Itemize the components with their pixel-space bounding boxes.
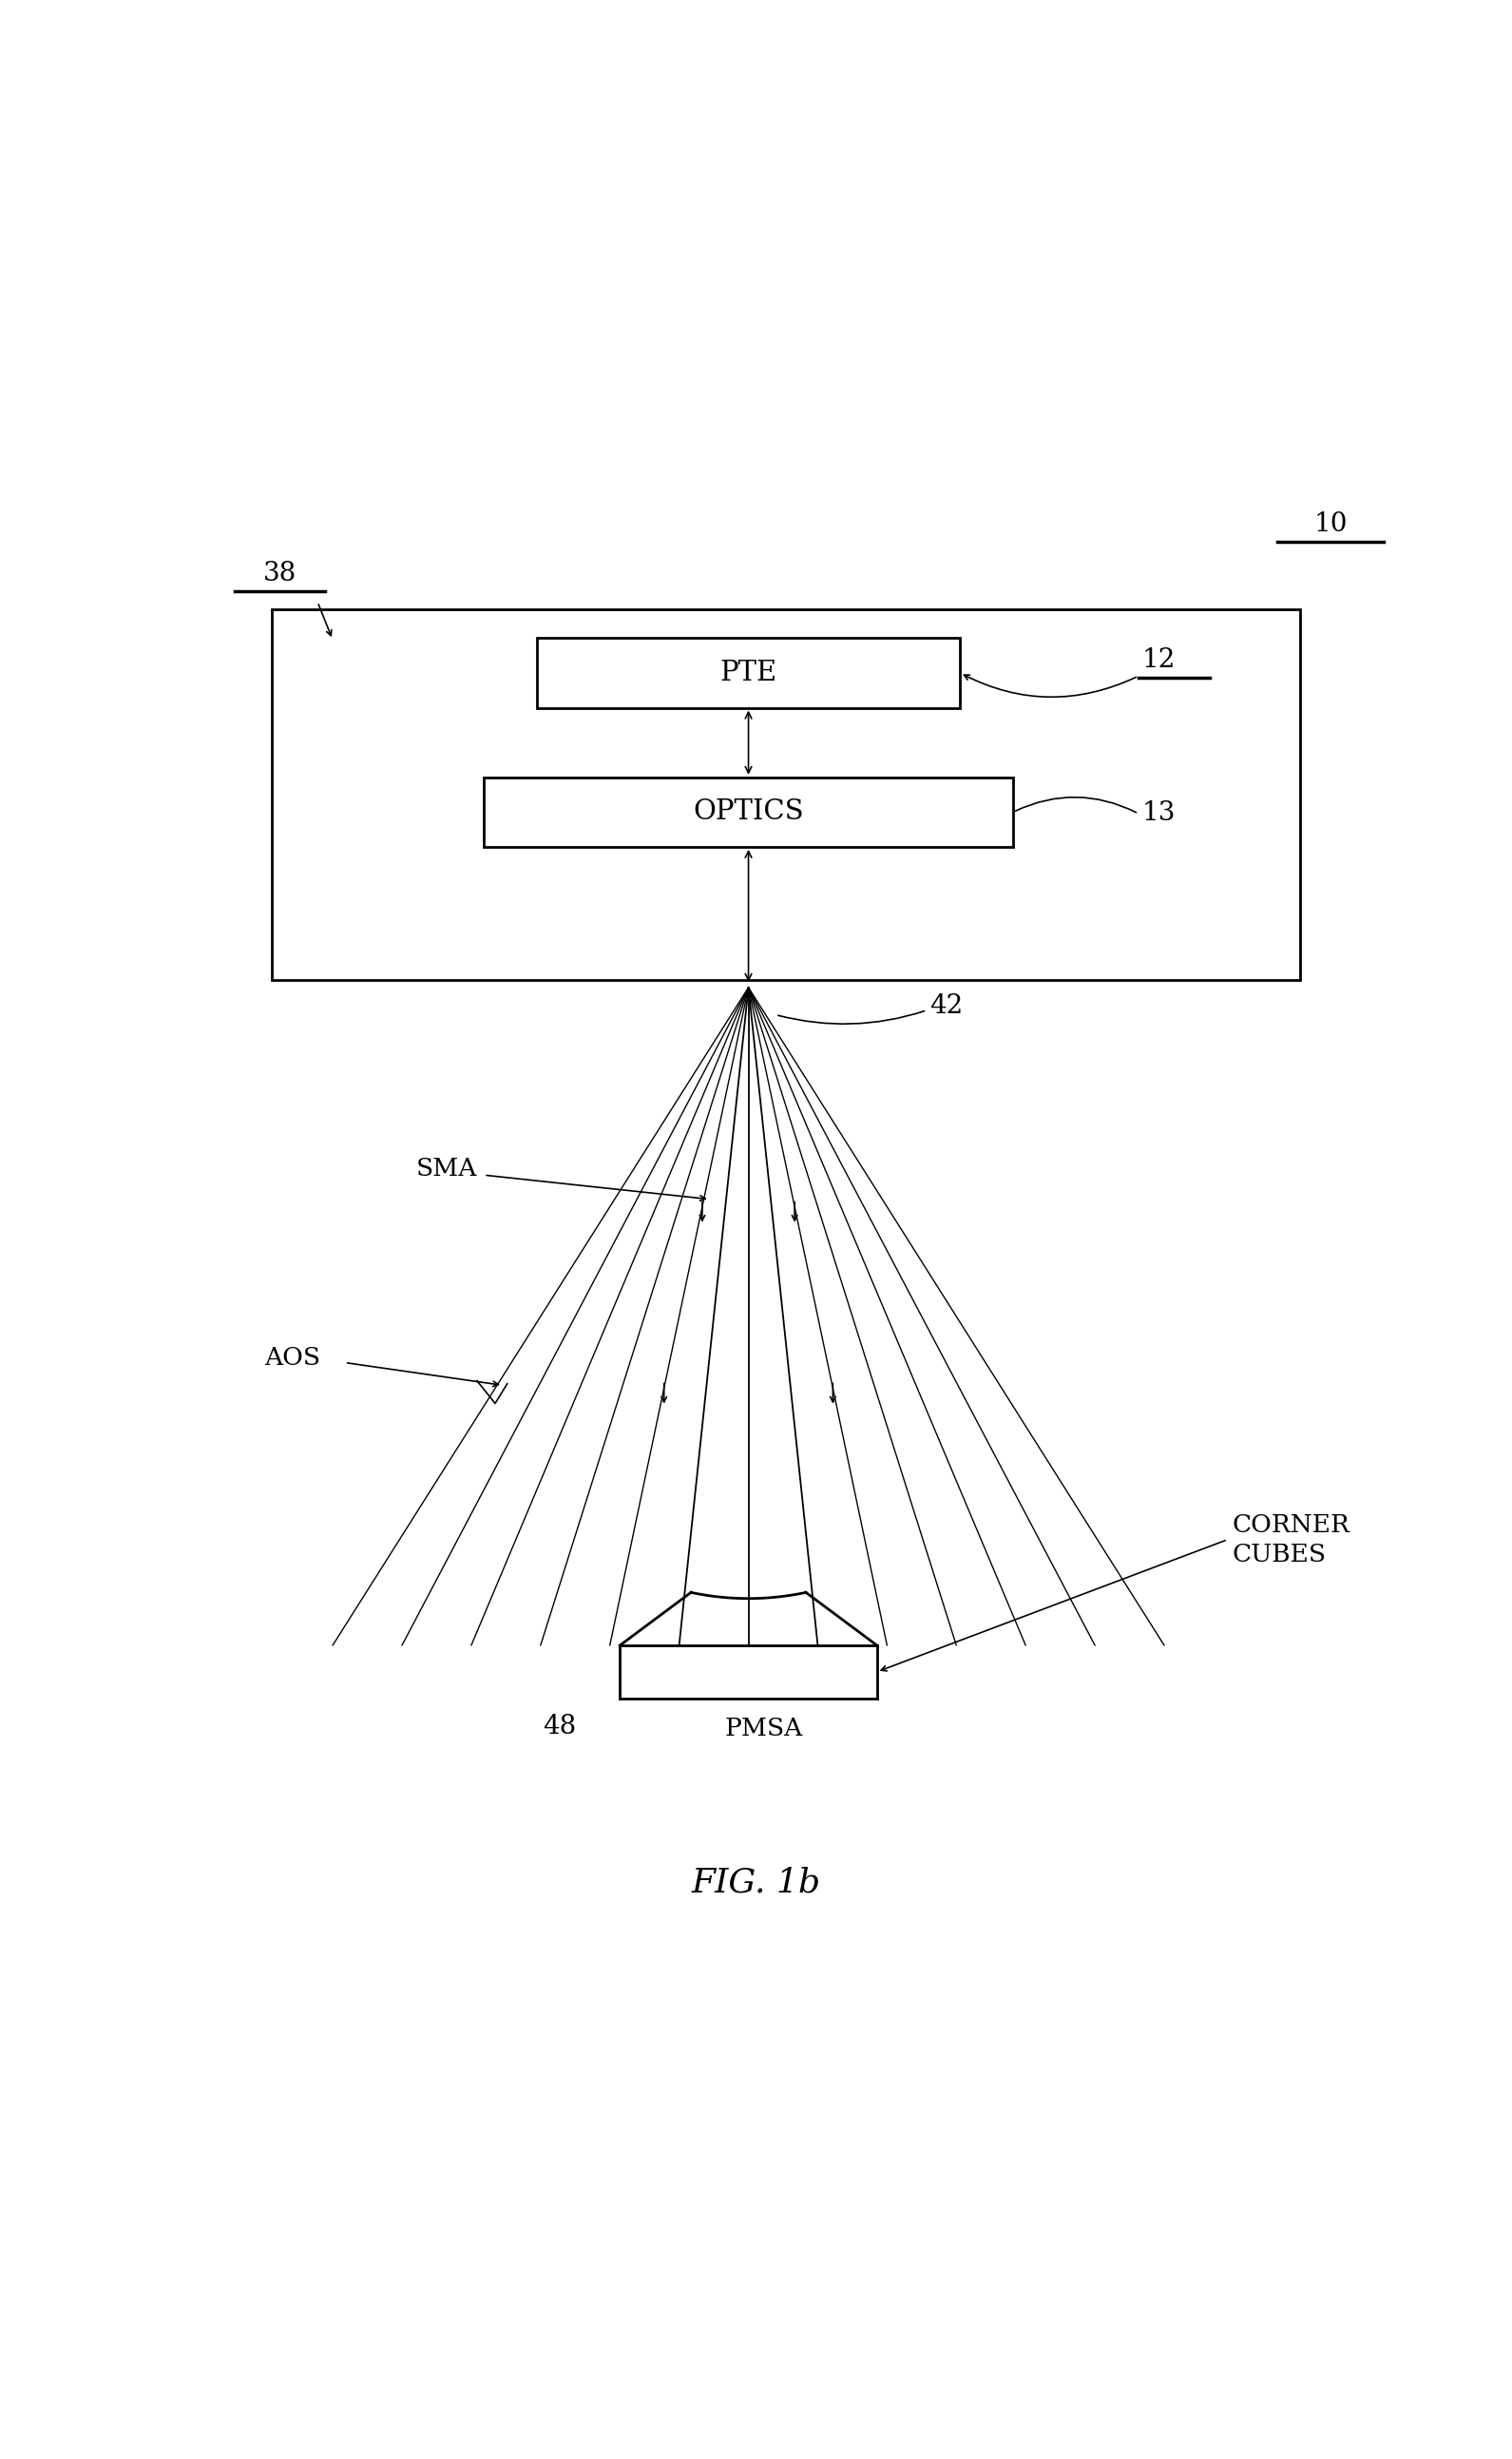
Text: 13: 13 [1142,802,1175,826]
Text: PTE: PTE [720,659,777,686]
Text: FIG. 1b: FIG. 1b [691,1866,821,1898]
Bar [537,639,960,708]
Text: AOS: AOS [265,1345,321,1370]
Text: CORNER
CUBES: CORNER CUBES [1232,1512,1350,1566]
Text: 12: 12 [1142,647,1175,674]
Text: OPTICS: OPTICS [692,799,804,826]
Bar [272,610,1300,981]
Text: SMA: SMA [416,1158,476,1180]
Text: 42: 42 [930,993,963,1018]
Bar [484,777,1013,846]
Text: 10: 10 [1314,511,1347,536]
Text: 48: 48 [543,1714,576,1739]
Text: PMSA: PMSA [724,1716,803,1741]
Text: 38: 38 [263,561,296,588]
